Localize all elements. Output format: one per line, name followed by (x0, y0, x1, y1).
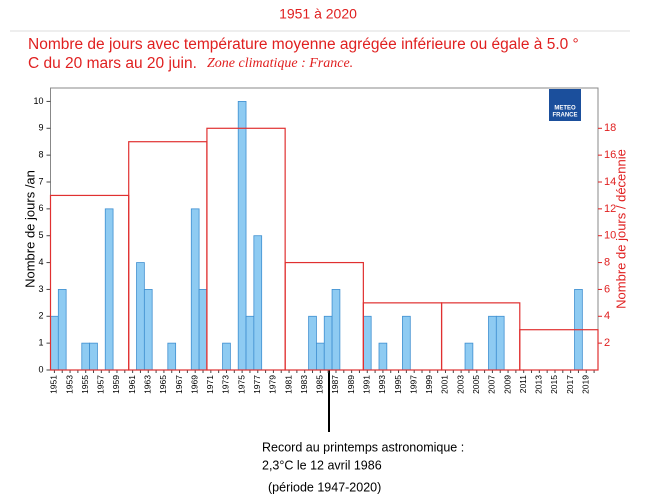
y2-tick-label: 6 (604, 283, 610, 295)
y2-tick-label: 4 (604, 310, 610, 322)
decade-box (206, 127, 286, 371)
x-tick-label: 1981 (283, 375, 293, 394)
bar (331, 289, 341, 371)
bar (402, 315, 411, 371)
bar (316, 342, 325, 371)
logo-text: METEO (554, 106, 576, 112)
y-tick-label: 8 (38, 150, 43, 160)
x-tick-label: 1975 (236, 375, 246, 394)
y-tick-label: 6 (38, 203, 43, 213)
bar (323, 315, 333, 371)
logo-text: FRANCE (553, 113, 578, 119)
bar (222, 342, 231, 371)
x-tick-label: 1993 (377, 375, 387, 394)
subtitle: C du 20 mars au 20 juin. (28, 55, 197, 72)
y2-tick-label: 2 (604, 337, 610, 349)
x-tick-label: 2007 (487, 375, 497, 394)
bar (190, 208, 200, 371)
y-tick-label: 3 (38, 284, 43, 294)
y-tick-label: 1 (38, 338, 43, 348)
y-tick-label: 10 (33, 96, 43, 106)
bar (253, 235, 263, 371)
bar (495, 315, 505, 371)
annotation: Record au printemps astronomique : (262, 440, 464, 454)
annotation: 2,3°C le 12 avril 1986 (262, 458, 382, 472)
x-tick-label: 1973 (221, 375, 231, 394)
subtitle: Nombre de jours avec température moyenne… (28, 36, 579, 53)
x-tick-label: 2019 (581, 375, 591, 394)
x-tick-label: 1965 (158, 375, 168, 394)
bar (136, 262, 145, 371)
decade-box (519, 329, 599, 371)
bar (464, 342, 474, 371)
bar (488, 315, 497, 371)
y2-tick-label: 12 (604, 203, 616, 215)
bar (143, 289, 153, 371)
x-tick-label: 2009 (502, 375, 512, 394)
x-tick-label: 1999 (424, 375, 434, 394)
y2-tick-label: 8 (604, 256, 610, 268)
x-tick-label: 2001 (440, 375, 450, 394)
y2-axis-label: Nombre de jours / décennie (613, 149, 628, 309)
y2-tick-label: 14 (604, 176, 616, 188)
logo (549, 89, 581, 121)
x-tick-label: 1985 (315, 375, 325, 394)
bar (57, 289, 67, 371)
x-tick-label: 1987 (330, 375, 340, 394)
y2-tick-label: 10 (604, 230, 616, 242)
x-tick-label: 2005 (471, 375, 481, 394)
x-tick-label: 2017 (565, 375, 575, 394)
subtitle-note: Zone climatique : France. (207, 56, 353, 71)
x-tick-label: 1951 (49, 375, 59, 394)
bar (89, 342, 98, 371)
x-tick-label: 1971 (205, 375, 215, 394)
x-tick-label: 1967 (174, 375, 184, 394)
x-tick-label: 2003 (455, 375, 465, 394)
bar (50, 315, 59, 371)
bar (104, 208, 114, 371)
x-tick-label: 1991 (362, 375, 372, 394)
x-tick-label: 1989 (346, 375, 356, 394)
y-axis-label: Nombre de jours /an (22, 170, 37, 288)
x-tick-label: 1977 (252, 375, 262, 394)
bar (237, 101, 247, 371)
y-tick-label: 5 (38, 230, 43, 240)
y2-tick-label: 18 (604, 122, 616, 134)
x-tick-label: 1955 (80, 375, 90, 394)
bar (198, 289, 208, 371)
x-tick-label: 1959 (111, 375, 121, 394)
x-tick-label: 2013 (534, 375, 544, 394)
x-tick-label: 1969 (189, 375, 199, 394)
x-tick-label: 1953 (64, 375, 74, 394)
y-tick-label: 4 (38, 257, 43, 267)
x-tick-label: 1957 (96, 375, 106, 394)
y-tick-label: 2 (38, 311, 43, 321)
x-tick-label: 2011 (518, 375, 528, 394)
chart-title: 1951 à 2020 (279, 6, 357, 22)
bar (378, 342, 388, 371)
y2-tick-label: 16 (604, 149, 616, 161)
bar (81, 342, 91, 371)
y-tick-label: 0 (38, 364, 43, 374)
y-tick-label: 7 (38, 176, 43, 186)
x-tick-label: 1997 (408, 375, 418, 394)
decade-box (440, 302, 521, 371)
bar (167, 342, 177, 371)
x-tick-label: 1961 (127, 375, 137, 394)
y-tick-label: 9 (38, 123, 43, 133)
x-tick-label: 1983 (299, 375, 309, 394)
x-tick-label: 2015 (549, 375, 559, 394)
bar (308, 315, 317, 371)
bar (245, 315, 255, 371)
annotation: (période 1947-2020) (268, 480, 381, 494)
bar (362, 315, 372, 371)
x-tick-label: 1979 (268, 375, 278, 394)
x-tick-label: 1963 (143, 375, 153, 394)
x-tick-label: 1995 (393, 375, 403, 394)
